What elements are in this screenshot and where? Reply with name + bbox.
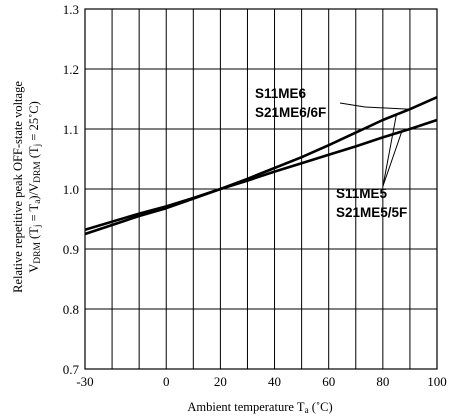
- leader-line-s11me6: [339, 102, 366, 108]
- x-axis-label: Ambient temperature Ta (˚C): [187, 400, 332, 416]
- y-axis-label: Relative repetitive peak OFF-state volta…: [11, 81, 43, 293]
- x-tick-label: -30: [76, 374, 93, 389]
- annotation-s11me6-line1: S11ME6: [255, 86, 307, 101]
- y-tick-label: 1.3: [63, 2, 79, 17]
- annotation-s11me5-line1: S11ME5: [336, 186, 388, 201]
- series-line-2: [84, 118, 438, 232]
- plot-frame: [84, 8, 438, 370]
- y-tick-label: 0.8: [63, 302, 79, 317]
- y-axis-label-line2: VDRM (Tj = Ta)/VDRM (Tj = 25˚C): [27, 101, 43, 273]
- annotation-s11me6-line2: S21ME6/6F: [255, 105, 326, 120]
- annotation-s11me5-line2: S21ME5/5F: [336, 205, 407, 220]
- grid: [85, 9, 437, 369]
- y-tick-label: 1.1: [63, 122, 79, 137]
- y-tick-label: 1.2: [63, 62, 79, 77]
- curves: [84, 96, 438, 236]
- x-tick-label: 40: [268, 374, 281, 389]
- x-tick-label: 60: [322, 374, 335, 389]
- x-tick-label: 0: [163, 374, 170, 389]
- y-tick-label: 0.7: [63, 362, 80, 377]
- x-tick-label: 20: [214, 374, 227, 389]
- leader-line-s11me6-tip: [364, 106, 410, 110]
- tick-labels: -30 0 20 40 60 80 100 0.7 0.8 0.9 1.0 1.1 1.2 1.3: [63, 2, 447, 389]
- y-tick-label: 0.9: [63, 242, 79, 257]
- x-tick-label: 100: [427, 374, 447, 389]
- leader-line-s11me5-b: [382, 114, 397, 187]
- annotation-s11me5: S11ME5 S21ME5/5F: [336, 186, 407, 220]
- y-tick-label: 1.0: [63, 182, 79, 197]
- leader-lines: [339, 102, 410, 187]
- annotation-s11me6: S11ME6 S21ME6/6F: [255, 86, 326, 120]
- y-axis-label-line1: Relative repetitive peak OFF-state volta…: [11, 81, 25, 293]
- series-line-1: [84, 96, 438, 236]
- x-tick-label: 80: [376, 374, 389, 389]
- leader-line-s11me5: [382, 131, 403, 187]
